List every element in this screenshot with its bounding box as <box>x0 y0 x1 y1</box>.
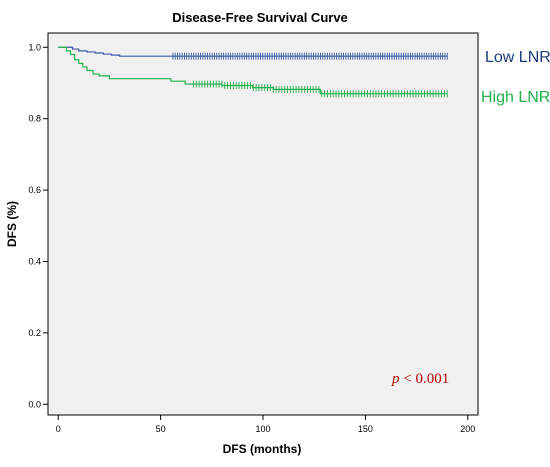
y-tick-label-5: 1.0 <box>28 42 41 52</box>
p-value: < 0.001 <box>400 371 450 387</box>
y-axis-label: DFS (%) <box>5 201 19 247</box>
legend-high-lnr: High LNR <box>481 89 550 106</box>
x-tick-label-3: 150 <box>358 424 373 434</box>
y-tick-label-3: 0.6 <box>28 185 41 195</box>
y-tick-label-0: 0.0 <box>28 399 41 409</box>
x-tick-label-0: 0 <box>56 424 61 434</box>
y-tick-label-1: 0.2 <box>28 328 41 338</box>
x-axis-label: DFS (months) <box>223 442 302 456</box>
legend-low-lnr: Low LNR <box>485 49 550 66</box>
x-tick-label-4: 200 <box>460 424 475 434</box>
y-tick-label-4: 0.8 <box>28 114 41 124</box>
chart-title: Disease-Free Survival Curve <box>172 10 348 25</box>
p-value-annotation: p < 0.001 <box>391 371 449 387</box>
x-tick-label-2: 100 <box>255 424 270 434</box>
y-tick-label-2: 0.4 <box>28 256 41 266</box>
x-tick-label-1: 50 <box>156 424 166 434</box>
